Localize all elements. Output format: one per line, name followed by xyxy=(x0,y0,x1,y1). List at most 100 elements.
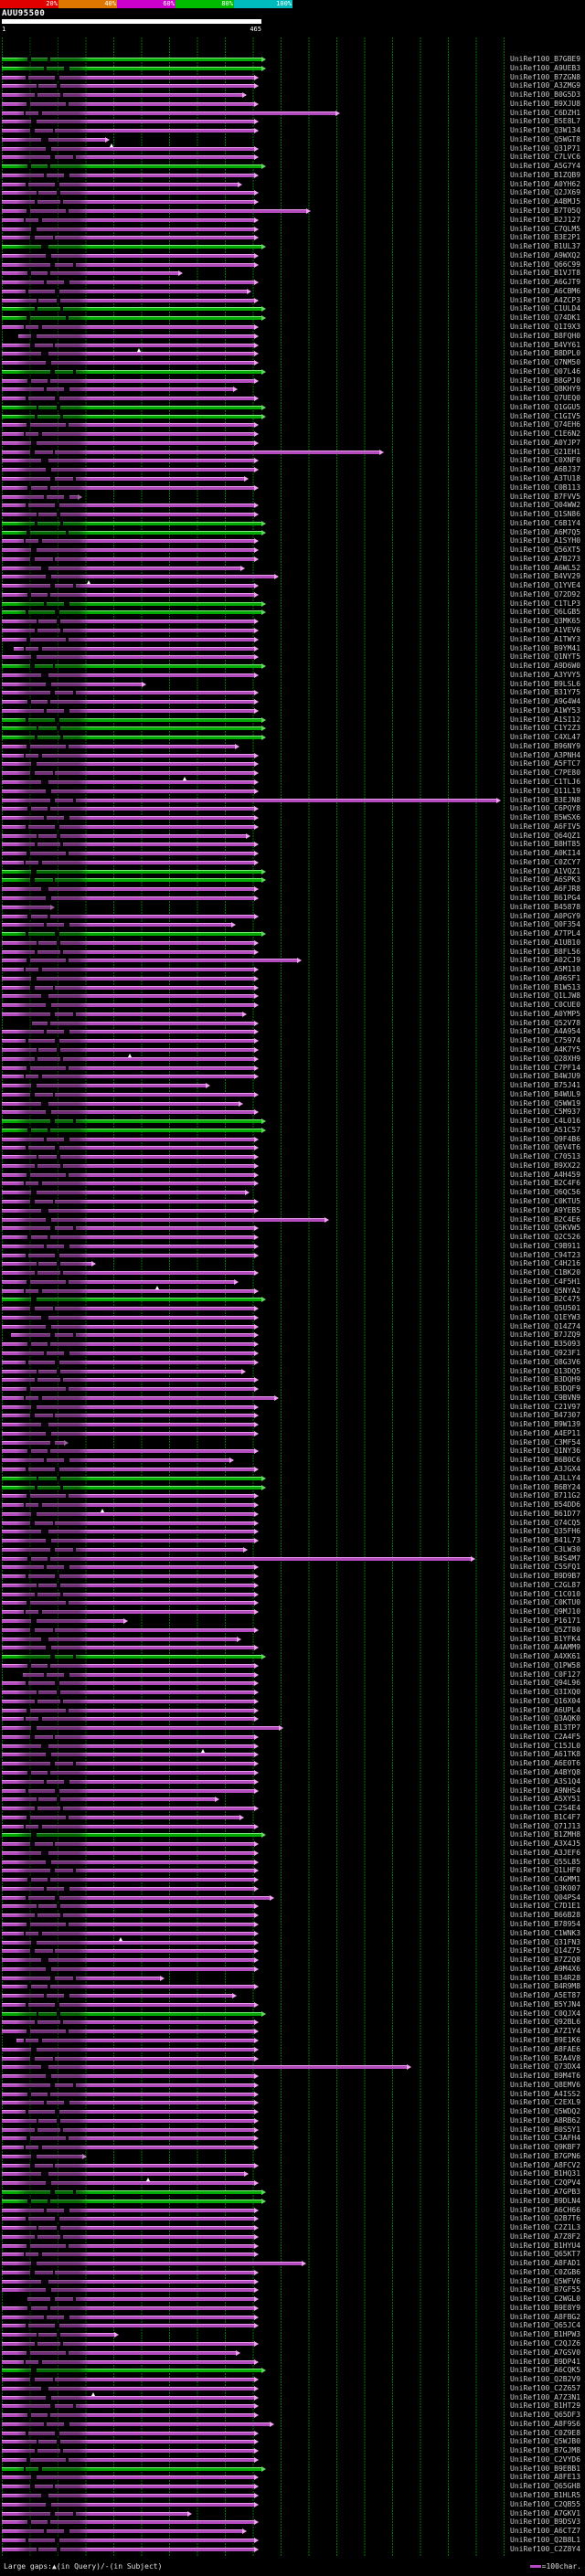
hit-accession-label[interactable]: UniRef100_Q9MJ10 xyxy=(510,1607,581,1617)
hit-bar[interactable] xyxy=(2,217,254,222)
hit-bar[interactable] xyxy=(2,1503,254,1508)
hit-accession-label[interactable]: UniRef100_A7GPB3 xyxy=(510,2187,581,2196)
hit-bar[interactable] xyxy=(2,1101,239,1106)
hit-bar[interactable] xyxy=(2,1931,254,1935)
hit-bar[interactable] xyxy=(2,494,78,499)
hit-accession-label[interactable]: UniRef100_Q14Z74 xyxy=(510,1321,581,1330)
hit-bar[interactable] xyxy=(2,1378,254,1383)
hit-bar[interactable] xyxy=(2,1012,242,1016)
hit-accession-label[interactable]: UniRef100_B2C475 xyxy=(510,1295,581,1304)
hit-bar[interactable] xyxy=(2,959,297,963)
hit-accession-label[interactable]: UniRef100_Q9KBF7 xyxy=(510,2143,581,2152)
hit-bar[interactable] xyxy=(2,700,254,705)
hit-accession-label[interactable]: UniRef100_Q74CQ5 xyxy=(510,1518,581,1527)
hit-accession-label[interactable]: UniRef100_A6E0T6 xyxy=(510,1759,581,1768)
hit-bar[interactable] xyxy=(2,2154,82,2158)
hit-bar[interactable] xyxy=(2,914,254,918)
hit-bar[interactable] xyxy=(2,236,254,240)
hit-bar[interactable] xyxy=(2,1753,254,1757)
hit-accession-label[interactable]: UniRef100_B4WJU9 xyxy=(510,1072,581,1081)
hit-bar[interactable] xyxy=(2,1163,254,1168)
hit-bar[interactable] xyxy=(2,1092,254,1097)
hit-accession-label[interactable]: UniRef100_A7Z1Y4 xyxy=(510,2027,581,2036)
hit-bar[interactable] xyxy=(2,440,254,445)
hit-accession-label[interactable]: UniRef100_A4XK61 xyxy=(510,1652,581,1661)
hit-accession-label[interactable]: UniRef100_B1C4F7 xyxy=(510,1812,581,1821)
hit-accession-label[interactable]: UniRef100_Q65JC4 xyxy=(510,2321,581,2330)
hit-bar[interactable] xyxy=(2,468,254,472)
hit-bar[interactable] xyxy=(2,1298,261,1302)
hit-accession-label[interactable]: UniRef100_C15JL0 xyxy=(510,1741,581,1750)
hit-accession-label[interactable]: UniRef100_C0B113 xyxy=(510,482,581,492)
hit-bar[interactable] xyxy=(2,940,254,945)
hit-bar[interactable] xyxy=(2,2538,254,2542)
hit-bar[interactable] xyxy=(2,655,254,660)
hit-bar[interactable] xyxy=(2,476,244,481)
hit-bar[interactable] xyxy=(2,852,254,856)
hit-bar[interactable] xyxy=(2,1744,254,1748)
hit-bar[interactable] xyxy=(2,1539,254,1543)
hit-bar[interactable] xyxy=(2,1235,254,1240)
hit-accession-label[interactable]: UniRef100_A0YJP7 xyxy=(510,438,581,447)
hit-bar[interactable] xyxy=(2,227,254,231)
hit-accession-label[interactable]: UniRef100_B31Y75 xyxy=(510,688,581,697)
hit-accession-label[interactable]: UniRef100_Q6QC56 xyxy=(510,1188,581,1197)
hit-bar[interactable] xyxy=(2,2466,261,2471)
hit-accession-label[interactable]: UniRef100_C4XL47 xyxy=(510,733,581,742)
hit-accession-label[interactable]: UniRef100_B5WSX6 xyxy=(510,813,581,822)
hit-accession-label[interactable]: UniRef100_B78954 xyxy=(510,1920,581,1929)
hit-bar[interactable] xyxy=(2,387,233,392)
hit-accession-label[interactable]: UniRef100_Q8EMV6 xyxy=(510,2080,581,2089)
hit-accession-label[interactable]: UniRef100_B7GPN6 xyxy=(510,2151,581,2160)
hit-accession-label[interactable]: UniRef100_Q3IXQ0 xyxy=(510,1688,581,1697)
hit-bar[interactable] xyxy=(32,1021,254,1025)
hit-bar[interactable] xyxy=(2,843,254,847)
hit-bar[interactable] xyxy=(2,2475,254,2480)
hit-accession-label[interactable]: UniRef100_A6SPK3 xyxy=(510,875,581,885)
hit-accession-label[interactable]: UniRef100_Q04WW2 xyxy=(510,501,581,510)
hit-accession-label[interactable]: UniRef100_C2QJZ6 xyxy=(510,2339,581,2348)
hit-accession-label[interactable]: UniRef100_Q73DX4 xyxy=(510,2062,581,2072)
hit-accession-label[interactable]: UniRef100_C94T23 xyxy=(510,1250,581,1259)
hit-accession-label[interactable]: UniRef100_Q94L96 xyxy=(510,1679,581,1688)
hit-bar[interactable] xyxy=(2,1521,254,1525)
hit-accession-label[interactable]: UniRef100_C0ZCY7 xyxy=(510,857,581,866)
hit-bar[interactable] xyxy=(2,352,254,356)
hit-accession-label[interactable]: UniRef100_C21V97 xyxy=(510,1402,581,1411)
hit-bar[interactable] xyxy=(18,334,254,338)
hit-accession-label[interactable]: UniRef100_A3TU18 xyxy=(510,473,581,482)
hit-bar[interactable] xyxy=(2,1387,254,1392)
hit-bar[interactable] xyxy=(2,1850,254,1855)
hit-bar[interactable] xyxy=(2,1815,239,1819)
hit-accession-label[interactable]: UniRef100_B41L73 xyxy=(510,1536,581,1545)
hit-bar[interactable] xyxy=(2,744,235,748)
hit-accession-label[interactable]: UniRef100_A6GJT9 xyxy=(510,278,581,287)
hit-bar[interactable] xyxy=(2,2181,254,2186)
hit-bar[interactable] xyxy=(2,1583,254,1587)
hit-accession-label[interactable]: UniRef100_Q5ZT80 xyxy=(510,1625,581,1634)
hit-bar[interactable] xyxy=(2,1369,241,1373)
hit-accession-label[interactable]: UniRef100_B1UL37 xyxy=(510,242,581,251)
hit-bar[interactable] xyxy=(2,2217,254,2221)
hit-accession-label[interactable]: UniRef100_A9YEB5 xyxy=(510,1205,581,1214)
hit-bar[interactable] xyxy=(2,1691,254,1695)
hit-bar[interactable] xyxy=(2,1395,274,1400)
hit-accession-label[interactable]: UniRef100_B3DQH9 xyxy=(510,1375,581,1384)
hit-bar[interactable] xyxy=(2,717,261,722)
hit-accession-label[interactable]: UniRef100_Q65GH8 xyxy=(510,2482,581,2491)
hit-accession-label[interactable]: UniRef100_B9DSV3 xyxy=(510,2518,581,2527)
hit-accession-label[interactable]: UniRef100_Q5WFV6 xyxy=(510,2276,581,2285)
hit-accession-label[interactable]: UniRef100_B1ZQB9 xyxy=(510,170,581,179)
hit-bar[interactable] xyxy=(2,432,254,437)
hit-accession-label[interactable]: UniRef100_C1TLP3 xyxy=(510,599,581,608)
hit-accession-label[interactable]: UniRef100_Q74DK1 xyxy=(510,313,581,323)
hit-accession-label[interactable]: UniRef100_B34R28 xyxy=(510,1973,581,1982)
hit-bar[interactable] xyxy=(2,566,240,570)
hit-accession-label[interactable]: UniRef100_A8F9S6 xyxy=(510,2419,581,2428)
hit-bar[interactable] xyxy=(2,968,254,972)
hit-bar[interactable] xyxy=(2,66,261,70)
hit-bar[interactable] xyxy=(2,1253,254,1257)
hit-bar[interactable] xyxy=(2,1637,237,1641)
hit-accession-label[interactable]: UniRef100_C1Y2Z3 xyxy=(510,724,581,733)
hit-accession-label[interactable]: UniRef100_A4BYQ8 xyxy=(510,1768,581,1776)
